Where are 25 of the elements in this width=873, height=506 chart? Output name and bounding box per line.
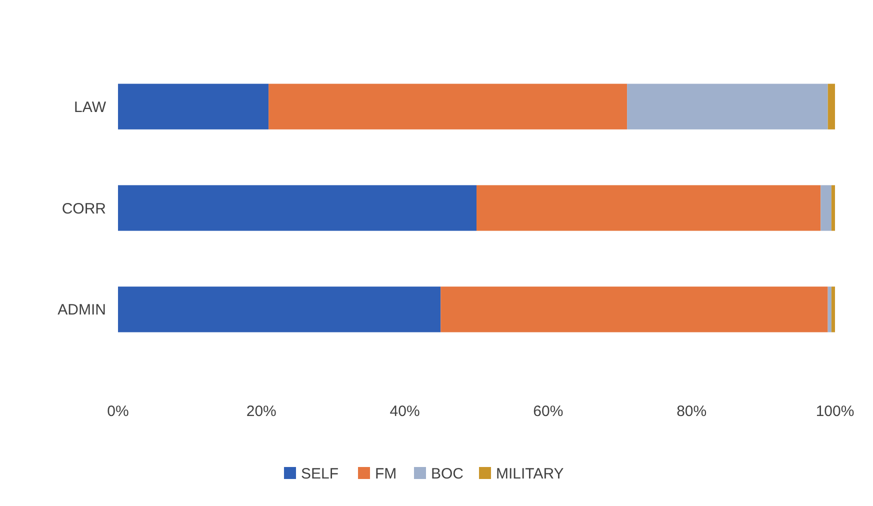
y-tick-label: ADMIN (58, 302, 106, 319)
bar (118, 84, 269, 130)
bar (828, 286, 832, 332)
bar (828, 84, 835, 130)
x-tick-label: 20% (246, 403, 276, 420)
legend-label: FM (375, 465, 397, 482)
x-tick-label: 100% (816, 403, 854, 420)
legend-label: SELF (301, 465, 339, 482)
legend-label: BOC (431, 465, 464, 482)
bar (820, 185, 832, 231)
bar (627, 84, 828, 130)
y-tick-label: LAW (74, 98, 107, 116)
bar (440, 286, 828, 332)
x-tick-label: 60% (533, 403, 564, 420)
x-tick-label: 0% (107, 403, 129, 420)
x-tick-label: 40% (390, 403, 420, 420)
bar (476, 185, 821, 231)
bar (831, 286, 835, 332)
bar (118, 286, 441, 332)
x-tick-label: 80% (676, 403, 707, 420)
legend-label: MILITARY (496, 465, 564, 482)
y-tick-label: CORR (62, 200, 106, 218)
bar (831, 185, 835, 231)
bar (268, 84, 628, 130)
bar (118, 185, 476, 231)
